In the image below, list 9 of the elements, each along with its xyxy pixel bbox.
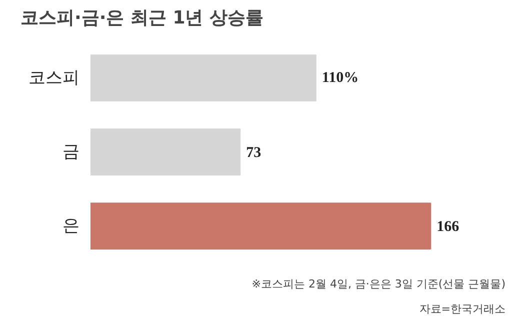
text: ※코스피는 2월 4일, 금·은은 3일 기준(선물 근월물) (252, 278, 506, 290)
data-label: 110% (322, 70, 359, 86)
y-tick-label: 은 (62, 216, 80, 236)
data-label: 166 (436, 219, 460, 236)
text: 자료=한국거래소 (419, 302, 506, 316)
y-tick-label: 코스피 (28, 68, 80, 88)
y-tick-label: 금 (62, 142, 80, 162)
data-label: 73 (246, 145, 262, 161)
chart-title: 코스피·금·은 최근 1년 상승률 (20, 8, 264, 28)
